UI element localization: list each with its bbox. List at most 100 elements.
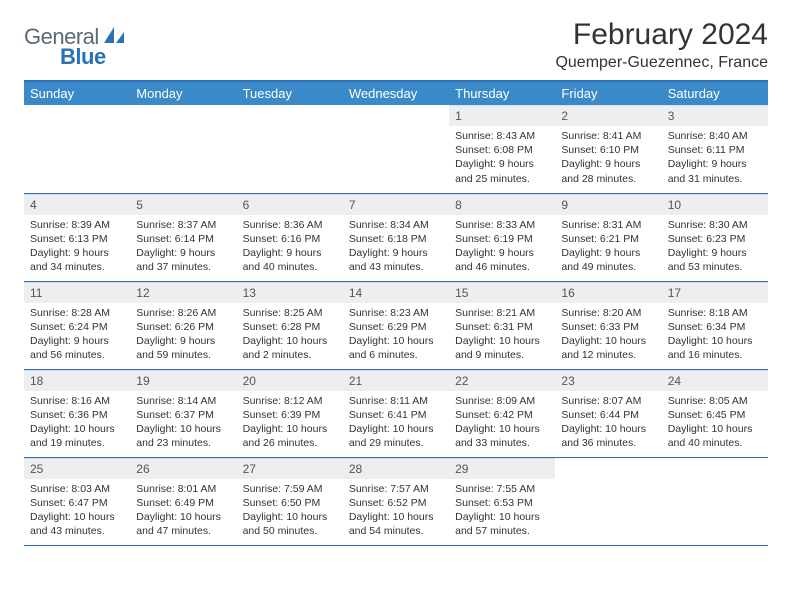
title-block: February 2024 Quemper-Guezennec, France (555, 18, 768, 72)
day-info: Sunrise: 8:34 AMSunset: 6:18 PMDaylight:… (343, 215, 449, 279)
day-info: Sunrise: 8:23 AMSunset: 6:29 PMDaylight:… (343, 303, 449, 367)
day-number: 11 (24, 282, 130, 303)
calendar-cell (343, 105, 449, 193)
calendar-week-row: 4Sunrise: 8:39 AMSunset: 6:13 PMDaylight… (24, 193, 768, 281)
day-header: Sunday (24, 81, 130, 105)
day-number: 27 (237, 458, 343, 479)
calendar-cell: 6Sunrise: 8:36 AMSunset: 6:16 PMDaylight… (237, 193, 343, 281)
day-info: Sunrise: 8:26 AMSunset: 6:26 PMDaylight:… (130, 303, 236, 367)
day-number: 17 (662, 282, 768, 303)
day-number: 14 (343, 282, 449, 303)
day-info: Sunrise: 8:12 AMSunset: 6:39 PMDaylight:… (237, 391, 343, 455)
calendar-cell: 4Sunrise: 8:39 AMSunset: 6:13 PMDaylight… (24, 193, 130, 281)
calendar-cell (130, 105, 236, 193)
day-info: Sunrise: 7:59 AMSunset: 6:50 PMDaylight:… (237, 479, 343, 543)
calendar-cell: 10Sunrise: 8:30 AMSunset: 6:23 PMDayligh… (662, 193, 768, 281)
calendar-cell (555, 457, 661, 545)
day-info: Sunrise: 8:16 AMSunset: 6:36 PMDaylight:… (24, 391, 130, 455)
calendar-cell: 22Sunrise: 8:09 AMSunset: 6:42 PMDayligh… (449, 369, 555, 457)
day-header: Wednesday (343, 81, 449, 105)
calendar-cell: 5Sunrise: 8:37 AMSunset: 6:14 PMDaylight… (130, 193, 236, 281)
header: General Blue February 2024 Quemper-Gueze… (24, 18, 768, 72)
calendar-cell: 11Sunrise: 8:28 AMSunset: 6:24 PMDayligh… (24, 281, 130, 369)
logo-sail-icon (103, 26, 125, 49)
day-info: Sunrise: 8:30 AMSunset: 6:23 PMDaylight:… (662, 215, 768, 279)
calendar-cell: 21Sunrise: 8:11 AMSunset: 6:41 PMDayligh… (343, 369, 449, 457)
day-info: Sunrise: 8:14 AMSunset: 6:37 PMDaylight:… (130, 391, 236, 455)
day-header: Friday (555, 81, 661, 105)
day-info: Sunrise: 8:25 AMSunset: 6:28 PMDaylight:… (237, 303, 343, 367)
day-number: 1 (449, 105, 555, 126)
day-info: Sunrise: 8:03 AMSunset: 6:47 PMDaylight:… (24, 479, 130, 543)
calendar-body: 1Sunrise: 8:43 AMSunset: 6:08 PMDaylight… (24, 105, 768, 545)
day-number: 24 (662, 370, 768, 391)
day-number: 8 (449, 194, 555, 215)
day-info: Sunrise: 8:41 AMSunset: 6:10 PMDaylight:… (555, 126, 661, 190)
day-number: 28 (343, 458, 449, 479)
day-info: Sunrise: 8:20 AMSunset: 6:33 PMDaylight:… (555, 303, 661, 367)
day-info: Sunrise: 8:05 AMSunset: 6:45 PMDaylight:… (662, 391, 768, 455)
calendar-cell: 14Sunrise: 8:23 AMSunset: 6:29 PMDayligh… (343, 281, 449, 369)
day-number: 26 (130, 458, 236, 479)
day-number: 2 (555, 105, 661, 126)
day-number: 15 (449, 282, 555, 303)
day-number: 22 (449, 370, 555, 391)
calendar-cell: 26Sunrise: 8:01 AMSunset: 6:49 PMDayligh… (130, 457, 236, 545)
day-header: Monday (130, 81, 236, 105)
day-header: Saturday (662, 81, 768, 105)
calendar-cell (24, 105, 130, 193)
location-text: Quemper-Guezennec, France (555, 54, 768, 72)
day-info: Sunrise: 8:21 AMSunset: 6:31 PMDaylight:… (449, 303, 555, 367)
day-info: Sunrise: 8:11 AMSunset: 6:41 PMDaylight:… (343, 391, 449, 455)
day-info: Sunrise: 8:39 AMSunset: 6:13 PMDaylight:… (24, 215, 130, 279)
day-header: Thursday (449, 81, 555, 105)
day-number: 9 (555, 194, 661, 215)
logo: General Blue (24, 18, 127, 50)
calendar-cell: 9Sunrise: 8:31 AMSunset: 6:21 PMDaylight… (555, 193, 661, 281)
calendar-cell: 23Sunrise: 8:07 AMSunset: 6:44 PMDayligh… (555, 369, 661, 457)
calendar-cell: 18Sunrise: 8:16 AMSunset: 6:36 PMDayligh… (24, 369, 130, 457)
calendar-cell: 24Sunrise: 8:05 AMSunset: 6:45 PMDayligh… (662, 369, 768, 457)
calendar-cell: 1Sunrise: 8:43 AMSunset: 6:08 PMDaylight… (449, 105, 555, 193)
day-info: Sunrise: 7:55 AMSunset: 6:53 PMDaylight:… (449, 479, 555, 543)
calendar-cell: 29Sunrise: 7:55 AMSunset: 6:53 PMDayligh… (449, 457, 555, 545)
day-info: Sunrise: 8:37 AMSunset: 6:14 PMDaylight:… (130, 215, 236, 279)
calendar-cell: 7Sunrise: 8:34 AMSunset: 6:18 PMDaylight… (343, 193, 449, 281)
day-number: 21 (343, 370, 449, 391)
day-number: 23 (555, 370, 661, 391)
calendar-week-row: 11Sunrise: 8:28 AMSunset: 6:24 PMDayligh… (24, 281, 768, 369)
calendar-week-row: 25Sunrise: 8:03 AMSunset: 6:47 PMDayligh… (24, 457, 768, 545)
day-number: 20 (237, 370, 343, 391)
day-number: 25 (24, 458, 130, 479)
calendar-cell: 13Sunrise: 8:25 AMSunset: 6:28 PMDayligh… (237, 281, 343, 369)
day-header: Tuesday (237, 81, 343, 105)
calendar-cell: 2Sunrise: 8:41 AMSunset: 6:10 PMDaylight… (555, 105, 661, 193)
calendar-cell: 17Sunrise: 8:18 AMSunset: 6:34 PMDayligh… (662, 281, 768, 369)
calendar-head: SundayMondayTuesdayWednesdayThursdayFrid… (24, 81, 768, 105)
day-info: Sunrise: 8:40 AMSunset: 6:11 PMDaylight:… (662, 126, 768, 190)
calendar-week-row: 18Sunrise: 8:16 AMSunset: 6:36 PMDayligh… (24, 369, 768, 457)
day-number: 19 (130, 370, 236, 391)
day-info: Sunrise: 8:31 AMSunset: 6:21 PMDaylight:… (555, 215, 661, 279)
day-number: 7 (343, 194, 449, 215)
month-title: February 2024 (555, 18, 768, 52)
day-info: Sunrise: 8:09 AMSunset: 6:42 PMDaylight:… (449, 391, 555, 455)
calendar-cell: 3Sunrise: 8:40 AMSunset: 6:11 PMDaylight… (662, 105, 768, 193)
day-number: 29 (449, 458, 555, 479)
day-number: 12 (130, 282, 236, 303)
calendar-cell: 8Sunrise: 8:33 AMSunset: 6:19 PMDaylight… (449, 193, 555, 281)
calendar-cell: 19Sunrise: 8:14 AMSunset: 6:37 PMDayligh… (130, 369, 236, 457)
day-number: 13 (237, 282, 343, 303)
day-number: 18 (24, 370, 130, 391)
day-number: 4 (24, 194, 130, 215)
day-number: 5 (130, 194, 236, 215)
day-info: Sunrise: 8:33 AMSunset: 6:19 PMDaylight:… (449, 215, 555, 279)
day-number: 10 (662, 194, 768, 215)
day-info: Sunrise: 8:07 AMSunset: 6:44 PMDaylight:… (555, 391, 661, 455)
day-header-row: SundayMondayTuesdayWednesdayThursdayFrid… (24, 81, 768, 105)
logo-text-blue: Blue (60, 44, 106, 70)
calendar-cell: 12Sunrise: 8:26 AMSunset: 6:26 PMDayligh… (130, 281, 236, 369)
day-info: Sunrise: 8:01 AMSunset: 6:49 PMDaylight:… (130, 479, 236, 543)
day-info: Sunrise: 8:18 AMSunset: 6:34 PMDaylight:… (662, 303, 768, 367)
calendar-cell: 20Sunrise: 8:12 AMSunset: 6:39 PMDayligh… (237, 369, 343, 457)
